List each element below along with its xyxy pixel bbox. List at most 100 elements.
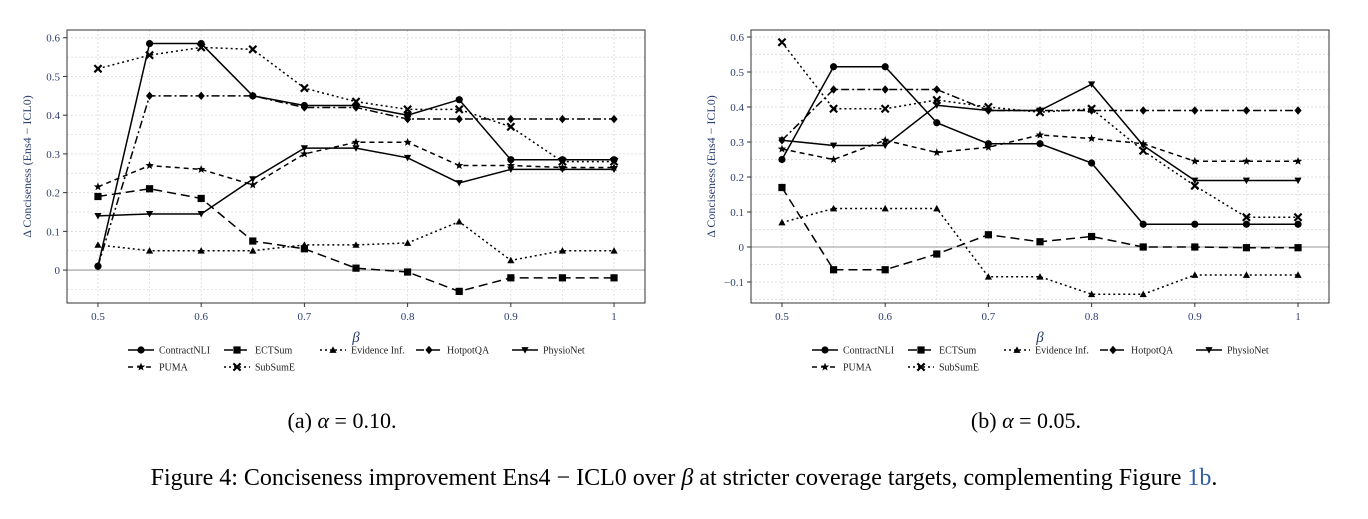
chart-a-data-point [506, 122, 516, 132]
chart-b-data-point [984, 102, 993, 112]
chart-b: −0.1 0 0.1 0.2 0.3 0.4 0.5 0.6 0.5 0.6 0.7 0.8 0.9 1 β… [704, 29, 1330, 374]
chart-b-data-point [1088, 232, 1096, 241]
chart-a-data-point [300, 83, 309, 93]
chart-a-data-point [352, 241, 360, 248]
subfigure-b: −0.1 0 0.1 0.2 0.3 0.4 0.5 0.6 0.5 0.6 0.7 0.8 0.9 1 β… [684, 0, 1368, 400]
chart-b-data-point [984, 231, 992, 239]
chart-b-data-point [1138, 146, 1148, 156]
chart-b-legend-item: ECTSum [908, 346, 976, 357]
chart-b-data-point [932, 148, 941, 157]
chart-a-x-tick-label: 0.8 [401, 311, 415, 323]
chart-b-data-point [778, 155, 786, 164]
chart-a-data-point [507, 274, 515, 282]
chart-b-data-point [1293, 212, 1303, 222]
chart-b-data-point [1242, 177, 1251, 185]
chart-b-data-point [829, 266, 838, 274]
chart-a-data-point [300, 103, 308, 112]
chart-a-data-point [300, 245, 308, 253]
chart-a-data-point [197, 211, 205, 218]
chart-a-data-point [352, 145, 360, 152]
chart-b-data-point [1294, 106, 1302, 115]
chart-b-legend: ContractNLI ECTSum Evidence Inf. HotpotQA Ph… [812, 346, 1269, 374]
chart-a-x-tick-label: 0.6 [194, 311, 208, 323]
chart-a-data-point [145, 247, 154, 254]
chart-b-legend-label: PhysioNet [1227, 346, 1269, 357]
chart-b-legend-item: Evidence Inf. [1004, 346, 1089, 357]
figure-reference-link[interactable]: 1b [1187, 465, 1212, 491]
chart-b-y-tick-label: −0.1 [724, 277, 744, 289]
chart-a-legend-label: PhysioNet [543, 346, 585, 357]
chart-b-data-point [881, 63, 889, 71]
chart-b-data-point [829, 204, 838, 212]
chart-b-x-tick-label: 0.8 [1085, 311, 1099, 323]
chart-a-data-point [610, 274, 618, 282]
chart-a-data-point [249, 176, 257, 183]
chart-a-data-point [558, 156, 567, 164]
chart-a: 0 0.1 0.2 0.3 0.4 0.5 0.6 0.5 0.6 0.7 0.8 0.9 1 β Δ Co… [20, 29, 646, 374]
chart-a-legend-marker [136, 362, 146, 371]
chart-b-y-tick-label: 0.6 [730, 32, 744, 44]
chart-b-legend-marker [917, 346, 925, 354]
chart-b-data-point [1191, 177, 1199, 185]
chart-b-data-point [1036, 140, 1044, 148]
chart-a-data-point [145, 91, 154, 101]
chart-b-data-point [1242, 156, 1251, 165]
chart-b-legend-marker [1109, 345, 1117, 355]
chart-a-series-subsume [93, 43, 619, 167]
chart-b-data-point [1191, 220, 1199, 228]
chart-b-data-point [1191, 243, 1199, 251]
chart-b-data-point [1191, 271, 1199, 278]
chart-b-x-tick-label: 0.5 [775, 311, 789, 323]
chart-b-data-point [1139, 106, 1147, 115]
chart-a-legend-item: PhysioNet [512, 346, 585, 357]
chart-b-data-point [1088, 159, 1096, 167]
chart-a-data-point [403, 137, 412, 146]
chart-a-data-point [609, 163, 619, 172]
chart-b-data-point [881, 142, 889, 150]
chart-b-data-point [1035, 130, 1045, 139]
chart-a-data-point [507, 156, 515, 164]
chart-a-data-point [300, 241, 308, 248]
chart-b-legend-item: HotpotQA [1100, 346, 1174, 357]
chart-b-y-tick-label: 0.2 [730, 172, 744, 184]
chart-a-series-evidence-inf- [94, 218, 618, 264]
chart-a-y-tick-label: 0.3 [46, 149, 60, 161]
chart-a-legend-item: ECTSum [224, 346, 292, 357]
chart-a-data-point [300, 149, 309, 158]
chart-a-legend-marker [233, 346, 241, 354]
chart-b-data-point [829, 63, 838, 71]
chart-a-legend-label: Evidence Inf. [351, 346, 405, 357]
chart-a-legend-marker [521, 347, 529, 354]
chart-a-y-tick-label: 0 [55, 265, 61, 277]
chart-a-legend-item: Evidence Inf. [320, 346, 405, 357]
chart-a-legend-item: ContractNLI [128, 346, 210, 357]
chart-b-data-point [1036, 273, 1044, 280]
chart-b-data-point [1294, 244, 1302, 252]
chart-a-data-point [93, 64, 103, 74]
chart-b-x-tick-label: 0.6 [878, 311, 892, 323]
chart-b-data-point [881, 266, 889, 274]
chart-b-data-point [1035, 107, 1045, 117]
chart-a-legend-item: SubSumE [224, 363, 295, 374]
chart-b-legend-marker [820, 362, 830, 371]
chart-b-data-point [933, 102, 941, 109]
chart-b-data-point [777, 144, 787, 153]
subcaption-b-alpha: α [1002, 408, 1014, 433]
chart-a-data-point [145, 185, 154, 193]
subcaption-a: (a) α = 0.10. [0, 408, 684, 434]
chart-b-data-point [1036, 238, 1044, 246]
chart-b-x-tick-label: 1 [1295, 311, 1301, 323]
chart-a-plot-frame [66, 29, 646, 304]
chart-a-data-point [94, 241, 102, 248]
chart-b-legend-item: PUMA [812, 363, 873, 374]
chart-a-data-point [351, 97, 361, 107]
chart-b-legend-label: SubSumE [939, 363, 979, 374]
chart-a-data-point [145, 211, 154, 218]
subcaption-b-value: = 0.05. [1013, 408, 1082, 433]
chart-a-data-point [249, 237, 257, 245]
chart-b-data-point [777, 37, 787, 47]
chart-a-x-tick-label: 0.9 [504, 311, 518, 323]
chart-b-data-point [778, 218, 786, 226]
chart-a-data-point [455, 218, 463, 225]
chart-a-y-tick-label: 0.2 [46, 188, 60, 200]
